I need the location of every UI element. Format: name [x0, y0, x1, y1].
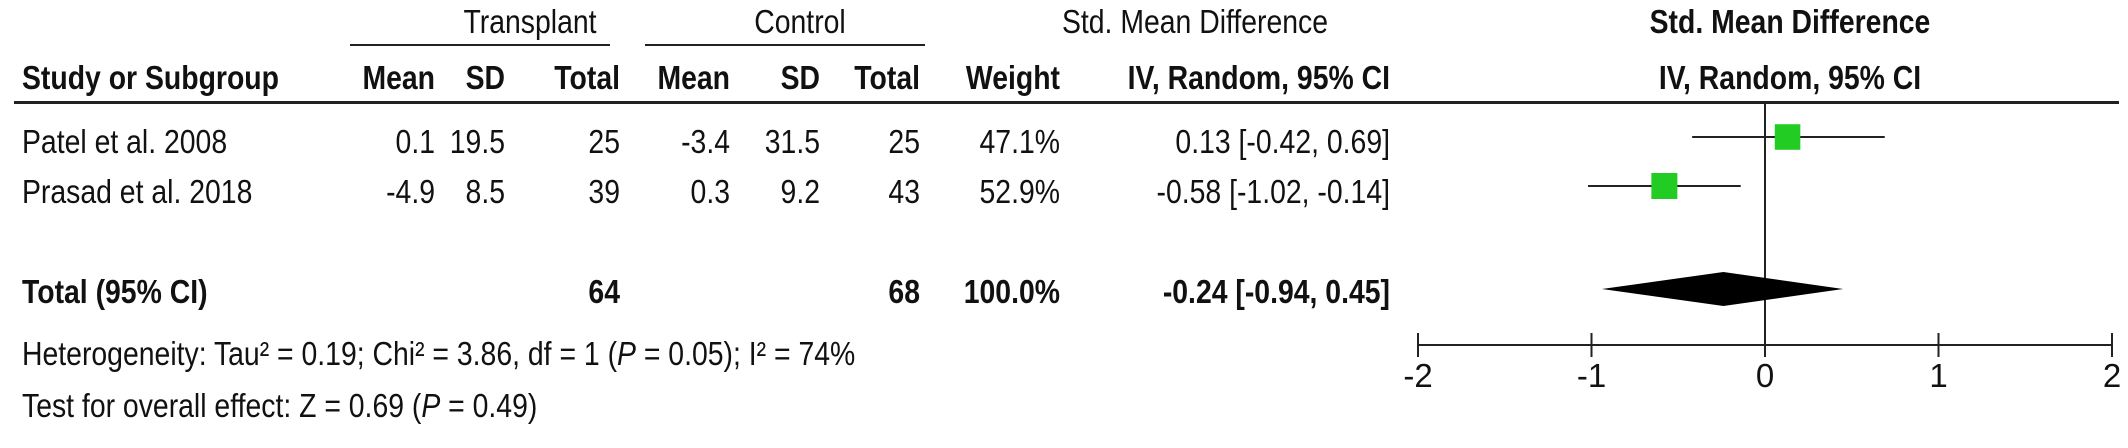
total-ctrl: 68 — [888, 273, 920, 310]
group-header-control: Control — [754, 3, 846, 40]
col-weight: Weight — [965, 59, 1060, 96]
total-exp: 64 — [588, 273, 620, 310]
pooled-diamond — [1601, 272, 1844, 306]
study-ci: 0.13 [-0.42, 0.69] — [1175, 123, 1390, 160]
study-ci: -0.58 [-1.02, -0.14] — [1156, 173, 1390, 210]
plot-col-method: IV, Random, 95% CI — [1658, 59, 1922, 96]
control-underline — [645, 44, 925, 46]
x-tick-label: -2 — [1403, 357, 1432, 394]
x-tick-label: 1 — [1929, 357, 1947, 394]
ctrl-mean: -3.4 — [681, 123, 730, 160]
col-exp-sd: SD — [465, 59, 505, 96]
study-marker — [1651, 173, 1678, 199]
exp-total: 25 — [588, 123, 620, 160]
header-rule — [14, 101, 2119, 104]
study-weight: 47.1% — [979, 123, 1060, 160]
col-exp-total: Total — [554, 59, 620, 96]
exp-sd: 19.5 — [449, 123, 505, 160]
col-ctrl-sd: SD — [780, 59, 820, 96]
col-ctrl-mean: Mean — [657, 59, 730, 96]
col-study: Study or Subgroup — [22, 59, 279, 96]
exp-mean: 0.1 — [395, 123, 435, 160]
exp-sd: 8.5 — [465, 173, 505, 210]
total-ci: -0.24 [-0.94, 0.45] — [1162, 273, 1390, 310]
total-weight: 100.0% — [963, 273, 1060, 310]
ctrl-mean: 0.3 — [690, 173, 730, 210]
overall-effect-line: Test for overall effect: Z = 0.69 (P = 0… — [22, 387, 538, 424]
ctrl-total: 25 — [888, 123, 920, 160]
x-tick-label: 2 — [2103, 357, 2121, 394]
col-method: IV, Random, 95% CI — [1127, 59, 1390, 96]
heterogeneity-line: Heterogeneity: Tau² = 0.19; Chi² = 3.86,… — [22, 335, 856, 372]
exp-total: 39 — [588, 173, 620, 210]
study-name: Prasad et al. 2018 — [22, 173, 253, 210]
group-header-transplant: Transplant — [463, 3, 597, 40]
col-ctrl-total: Total — [854, 59, 920, 96]
plot-header-title: Std. Mean Difference — [1649, 3, 1931, 40]
ctrl-sd: 9.2 — [780, 173, 820, 210]
ctrl-sd: 31.5 — [764, 123, 820, 160]
study-marker — [1774, 124, 1801, 150]
x-tick-label: -1 — [1577, 357, 1606, 394]
study-weight: 52.9% — [979, 173, 1060, 210]
col-exp-mean: Mean — [362, 59, 435, 96]
total-label: Total (95% CI) — [22, 273, 208, 310]
x-tick-label: 0 — [1756, 357, 1774, 394]
ctrl-total: 43 — [888, 173, 920, 210]
exp-mean: -4.9 — [386, 173, 435, 210]
transplant-underline — [350, 44, 610, 46]
study-name: Patel et al. 2008 — [22, 123, 228, 160]
effect-header-title: Std. Mean Difference — [1061, 3, 1329, 40]
